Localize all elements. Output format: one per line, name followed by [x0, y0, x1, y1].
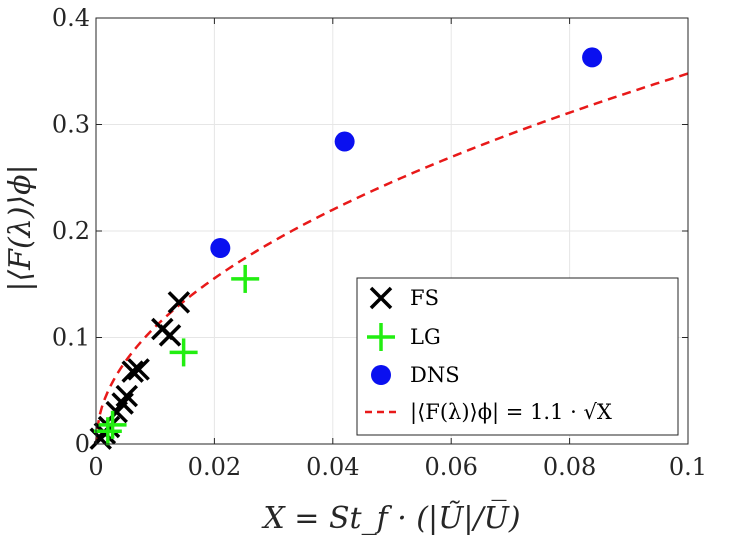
data-point-dns	[334, 131, 355, 152]
x-tick-label: 0.04	[306, 453, 359, 481]
legend-marker-fs	[369, 286, 393, 310]
data-point-dns	[210, 238, 231, 259]
legend-entry-fit: |⟨F(λ)⟩ϕ| = 1.1 · √X	[365, 400, 612, 425]
y-tick-label: 0.3	[52, 111, 90, 139]
marker-stroke	[369, 286, 393, 310]
legend-entry-dns: DNS	[371, 363, 460, 387]
legend-label-fit: |⟨F(λ)⟩ϕ| = 1.1 · √X	[410, 400, 612, 425]
y-tick-label: 0	[75, 430, 90, 458]
legend-marker-dns	[371, 365, 391, 385]
legend-label-fs: FS	[410, 286, 439, 310]
x-tick-label: 0	[88, 453, 103, 481]
x-tick-label: 0.06	[424, 453, 477, 481]
legend-label-dns: DNS	[410, 363, 460, 387]
legend-fs-marker	[369, 286, 393, 310]
data-point-fs	[127, 358, 150, 381]
legend-box	[356, 277, 679, 436]
y-tick-label: 0.2	[52, 217, 90, 245]
fit-curve-layer	[94, 72, 689, 445]
x-tick-label: 0.08	[543, 453, 596, 481]
legend-label-lg: LG	[410, 325, 441, 349]
x-tick-labels: 0 0.02 0.04 0.06 0.08 0.1	[88, 453, 707, 481]
marker-stroke	[115, 384, 139, 408]
legend: FS LG DNS |⟨F(λ)⟩ϕ| = 1.1 · √X	[356, 277, 679, 436]
y-tick-labels: 0 0.1 0.2 0.3 0.4	[52, 4, 90, 458]
legend-lg-marker	[367, 323, 395, 351]
data-point-fs	[121, 360, 144, 383]
data-points	[89, 47, 603, 450]
data-point-fs	[115, 384, 139, 408]
y-axis-title: |⟨F(λ)⟩ϕ|	[3, 164, 38, 291]
data-point-lg	[98, 410, 127, 439]
data-point-dns	[582, 47, 603, 68]
marker-stroke	[127, 358, 150, 381]
data-point-lg	[231, 264, 260, 293]
data-point-fs	[158, 324, 182, 347]
legend-dns-marker	[371, 365, 391, 385]
x-tick-label: 0.1	[669, 453, 707, 481]
x-axis-title: X = St_f · (|Ũ|/U̅)	[261, 500, 520, 536]
legend-entry-lg: LG	[367, 323, 441, 351]
marker-stroke	[121, 360, 144, 383]
x-tick-label: 0.02	[188, 453, 241, 481]
data-point-fs	[167, 291, 191, 314]
y-tick-label: 0.4	[52, 4, 90, 32]
legend-marker-lg	[367, 323, 395, 351]
fit-curve-line	[94, 72, 689, 445]
tick-marks	[95, 17, 689, 445]
marker-stroke	[158, 324, 182, 347]
legend-entry-fs: FS	[369, 286, 439, 310]
marker-stroke	[167, 291, 191, 314]
data-point-lg	[169, 338, 198, 367]
data-point-lg	[93, 417, 122, 446]
y-tick-label: 0.1	[52, 324, 90, 352]
